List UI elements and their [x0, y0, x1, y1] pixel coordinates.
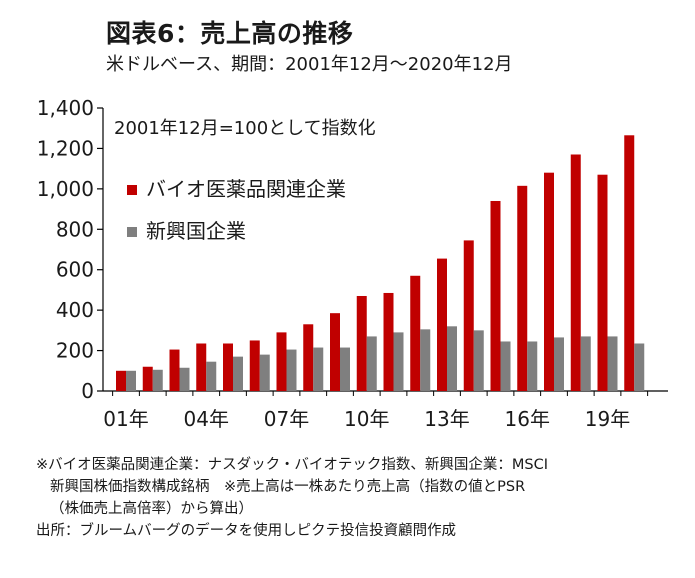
y-tick-label: 400 [56, 298, 94, 322]
x-tick-label: 01年 [103, 407, 148, 431]
legend-label: バイオ医薬品関連企業 [146, 177, 346, 201]
x-tick-label: 13年 [424, 407, 469, 431]
x-tick-label: 16年 [505, 407, 550, 431]
bar-biotech [437, 258, 447, 391]
bar-biotech [142, 366, 153, 391]
bar-emerging [447, 326, 457, 391]
bar-emerging [179, 367, 190, 391]
bar-biotech [410, 275, 421, 391]
bar-emerging [527, 341, 538, 391]
bar-emerging [607, 336, 618, 391]
x-tick-label: 10年 [344, 407, 389, 431]
footnote-sales-calc: （株価売上高倍率）から算出） [50, 501, 253, 517]
bar-biotech [383, 292, 394, 391]
footnote-data-source: 出所：ブルームバーグのデータを使用しピクテ投信投資顧問作成 [36, 523, 457, 539]
chart-subtitle: 米ドルベース、期間：2001年12月～2020年12月 [106, 54, 513, 75]
bar-emerging [366, 336, 377, 391]
footnote-source-definition-cont: 新興国株価指数構成銘柄 ※売上高は一株あたり売上高（指数の値とPSR [50, 479, 526, 495]
bar-biotech [356, 295, 367, 391]
legend-label: 新興国企業 [146, 219, 246, 243]
footnote-source-definition: ※バイオ医薬品関連企業：ナスダック・バイオテック指数、新興国企業：MSCI [36, 457, 548, 473]
bar-emerging [393, 332, 404, 391]
bar-emerging [340, 347, 350, 391]
y-tick-label: 800 [56, 217, 94, 241]
bar-emerging [473, 330, 484, 391]
bar-emerging [634, 343, 645, 391]
index-annotation: 2001年12月=100として指数化 [114, 118, 376, 139]
bar-biotech [169, 349, 180, 391]
bar-biotech [597, 174, 608, 391]
bar-biotech [517, 185, 528, 391]
bar-biotech [223, 343, 233, 391]
legend-swatch [127, 185, 137, 195]
y-tick-label: 600 [56, 258, 94, 282]
bar-biotech [249, 340, 260, 391]
bar-emerging [554, 337, 564, 391]
bar-biotech [544, 172, 554, 391]
bar-biotech [570, 154, 581, 391]
y-tick-label: 1,000 [37, 177, 94, 201]
bar-emerging [233, 356, 243, 391]
y-axis: 0 200 400 600 800 1,000 1,200 1,400 [37, 96, 104, 403]
footnotes: ※バイオ医薬品関連企業：ナスダック・バイオテック指数、新興国企業：MSCI 新興… [36, 454, 686, 542]
bar-biotech [463, 240, 474, 391]
bars [116, 135, 645, 391]
bar-emerging [259, 354, 270, 391]
x-tick-label: 07年 [264, 407, 309, 431]
x-tick-label: 04年 [184, 407, 229, 431]
y-tick-label: 1,400 [37, 96, 94, 120]
legend-swatch [127, 227, 137, 237]
bar-biotech [303, 324, 314, 391]
bar-emerging [420, 329, 431, 391]
bar-emerging [152, 369, 163, 391]
x-axis: 01年 04年 07年 10年 13年 16年 19年 [103, 390, 668, 431]
bar-biotech [624, 135, 635, 391]
bar-emerging [500, 341, 511, 391]
sales-index-chart: 0 200 400 600 800 1,000 1,200 1,400 01年 04年 07年 10… [37, 96, 668, 431]
bar-emerging [206, 361, 217, 391]
y-tick-label: 200 [56, 339, 94, 363]
bar-emerging [286, 349, 297, 391]
x-tick-label: 19年 [585, 407, 630, 431]
bar-biotech [116, 370, 126, 391]
chart-title: 図表6：売上高の推移 [106, 19, 354, 48]
bar-biotech [276, 332, 287, 391]
y-tick-label: 0 [81, 379, 94, 403]
y-tick-label: 1,200 [37, 136, 94, 160]
bar-biotech [490, 200, 501, 391]
bar-emerging [126, 370, 136, 391]
bar-biotech [196, 343, 207, 391]
bar-emerging [580, 336, 591, 391]
bar-biotech [330, 313, 340, 391]
bar-emerging [313, 347, 324, 391]
